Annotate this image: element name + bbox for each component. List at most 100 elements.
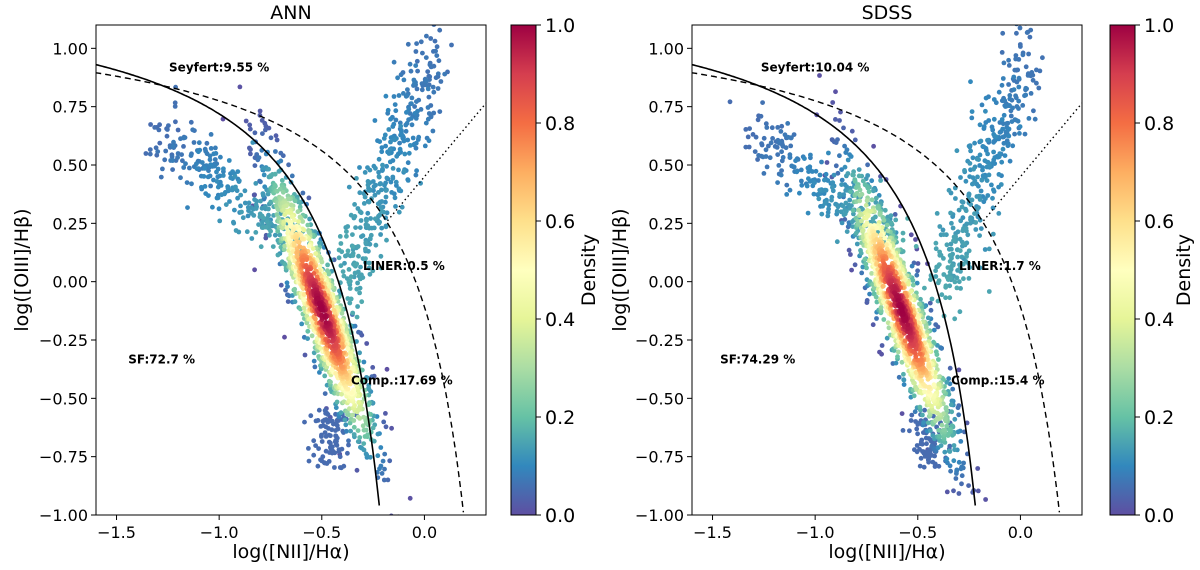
data-point <box>756 153 761 158</box>
data-point <box>414 58 420 64</box>
data-point <box>859 218 864 224</box>
data-point <box>1023 92 1029 98</box>
data-point <box>1005 143 1011 149</box>
data-point <box>837 153 842 159</box>
colorbar-label: Density <box>578 234 600 306</box>
data-point <box>425 105 431 110</box>
data-point <box>173 119 178 125</box>
data-point <box>933 268 938 274</box>
data-point <box>334 442 340 448</box>
data-point <box>928 437 933 443</box>
data-point <box>853 230 859 236</box>
data-point <box>431 89 437 95</box>
data-point <box>208 162 214 168</box>
data-point <box>226 158 232 163</box>
data-point <box>869 271 874 276</box>
data-point <box>854 241 860 247</box>
y-tick-label: 0.75 <box>52 98 88 117</box>
data-point <box>1016 106 1021 111</box>
data-point <box>947 253 953 258</box>
data-point <box>416 134 422 140</box>
data-point <box>959 464 965 470</box>
data-point <box>398 132 403 138</box>
data-point <box>393 117 399 123</box>
data-point <box>864 198 870 204</box>
data-point <box>232 174 238 179</box>
data-point <box>296 199 301 205</box>
data-point <box>858 248 863 253</box>
data-point <box>282 243 288 249</box>
data-point <box>938 443 944 448</box>
data-point <box>450 18 455 23</box>
data-point <box>325 350 331 356</box>
data-point <box>331 343 336 349</box>
data-point <box>848 154 854 159</box>
data-point <box>237 84 243 90</box>
data-point <box>804 183 810 189</box>
data-point <box>178 175 183 181</box>
data-point <box>169 154 175 160</box>
data-point <box>300 190 306 196</box>
data-point <box>377 139 383 145</box>
data-point <box>339 446 345 452</box>
data-point <box>974 156 980 162</box>
colorbar-ticks: 0.0 0.2 0.4 0.6 0.8 1.0 <box>536 15 575 527</box>
data-point <box>785 134 791 140</box>
data-point <box>936 262 942 267</box>
data-point <box>154 152 160 158</box>
data-point <box>1007 93 1013 98</box>
data-point <box>148 122 154 127</box>
data-point <box>388 179 394 185</box>
data-point <box>311 358 317 364</box>
data-point <box>874 299 880 305</box>
data-point <box>365 179 371 184</box>
data-point <box>207 153 213 159</box>
data-point <box>1009 119 1015 124</box>
data-point <box>915 261 921 266</box>
data-point <box>767 155 773 161</box>
data-point <box>930 459 936 465</box>
data-point <box>900 230 906 236</box>
data-point <box>895 354 900 360</box>
data-point <box>799 182 805 188</box>
data-point <box>1018 44 1023 49</box>
data-point <box>766 143 771 149</box>
data-point <box>328 433 333 439</box>
data-point <box>175 155 181 160</box>
data-point <box>1015 118 1021 124</box>
data-point <box>412 80 417 86</box>
data-point <box>164 133 170 139</box>
data-point <box>208 146 214 151</box>
data-point <box>437 27 443 33</box>
data-point <box>253 206 259 211</box>
data-point <box>910 278 916 283</box>
data-point <box>407 143 413 148</box>
data-point <box>311 283 317 289</box>
data-point <box>378 445 384 450</box>
data-point <box>380 458 386 464</box>
y-tick-label: −0.75 <box>39 448 88 467</box>
data-point <box>348 274 354 280</box>
data-point <box>386 127 392 132</box>
data-point <box>235 169 241 175</box>
data-point <box>881 217 887 223</box>
data-point <box>949 246 954 252</box>
data-point <box>882 207 888 213</box>
data-point <box>943 406 949 411</box>
data-point <box>264 219 270 225</box>
data-point <box>763 147 769 153</box>
data-point <box>769 125 775 131</box>
data-point <box>375 201 381 207</box>
data-point <box>345 248 351 254</box>
data-point <box>378 232 383 237</box>
data-point <box>310 246 316 252</box>
data-point <box>268 228 273 234</box>
data-point <box>272 171 278 177</box>
data-point <box>326 459 332 464</box>
data-point <box>240 215 246 221</box>
data-point <box>295 249 301 255</box>
data-point <box>933 370 938 375</box>
x-axis-label: log([NII]/Hα) <box>828 541 945 563</box>
data-point <box>385 477 391 483</box>
data-point <box>275 207 281 213</box>
